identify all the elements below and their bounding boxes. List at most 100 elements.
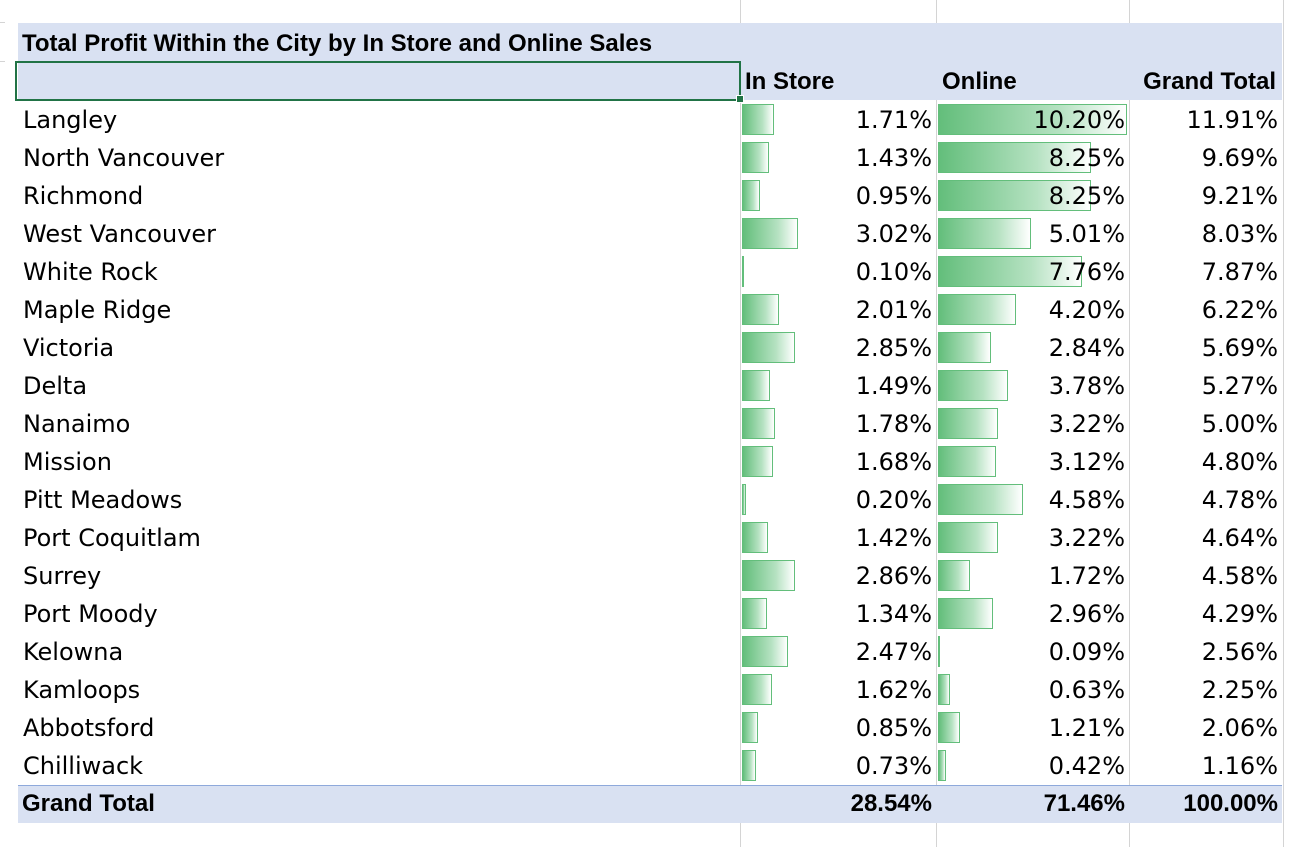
- grand-total-cell[interactable]: 9.21%: [1201, 182, 1278, 210]
- in-store-cell[interactable]: 0.10%: [855, 258, 932, 286]
- grand-total-cell[interactable]: 5.00%: [1201, 410, 1278, 438]
- city-cell[interactable]: North Vancouver: [23, 144, 225, 172]
- table-row: Surrey 2.86% 1.72% 4.58%: [0, 557, 1310, 595]
- online-cell[interactable]: 3.22%: [1048, 524, 1125, 552]
- online-cell[interactable]: 2.96%: [1048, 600, 1125, 628]
- grand-total-cell[interactable]: 9.69%: [1201, 144, 1278, 172]
- grand-total-cell[interactable]: 4.29%: [1201, 600, 1278, 628]
- table-row: Kamloops 1.62% 0.63% 2.25%: [0, 671, 1310, 709]
- in-store-data-bar: [742, 408, 775, 439]
- in-store-cell[interactable]: 1.78%: [855, 410, 932, 438]
- city-cell[interactable]: West Vancouver: [23, 220, 217, 248]
- in-store-cell[interactable]: 2.86%: [855, 562, 932, 590]
- city-cell[interactable]: Surrey: [23, 562, 102, 590]
- grand-total-total[interactable]: 100.00%: [1183, 790, 1278, 817]
- in-store-cell[interactable]: 2.47%: [855, 638, 932, 666]
- fill-handle[interactable]: [736, 95, 744, 103]
- grand-total-cell[interactable]: 7.87%: [1201, 258, 1278, 286]
- in-store-cell[interactable]: 3.02%: [855, 220, 932, 248]
- online-cell[interactable]: 3.22%: [1048, 410, 1125, 438]
- grand-total-cell[interactable]: 4.58%: [1201, 562, 1278, 590]
- city-cell[interactable]: Port Moody: [23, 600, 158, 628]
- in-store-data-bar: [742, 294, 779, 325]
- grand-total-cell[interactable]: 2.56%: [1201, 638, 1278, 666]
- column-header-online[interactable]: Online: [942, 68, 1017, 95]
- grand-total-cell[interactable]: 4.64%: [1201, 524, 1278, 552]
- in-store-cell[interactable]: 1.62%: [855, 676, 932, 704]
- city-cell[interactable]: Nanaimo: [23, 410, 131, 438]
- grand-total-cell[interactable]: 5.69%: [1201, 334, 1278, 362]
- grand-total-in-store[interactable]: 28.54%: [850, 790, 932, 817]
- in-store-cell[interactable]: 1.49%: [855, 372, 932, 400]
- in-store-data-bar: [742, 522, 768, 553]
- online-cell[interactable]: 1.21%: [1048, 714, 1125, 742]
- table-row: Port Moody 1.34% 2.96% 4.29%: [0, 595, 1310, 633]
- online-cell[interactable]: 0.63%: [1048, 676, 1125, 704]
- column-header-in-store[interactable]: In Store: [745, 68, 835, 95]
- online-cell[interactable]: 3.12%: [1048, 448, 1125, 476]
- pivot-title[interactable]: Total Profit Within the City by In Store…: [22, 30, 653, 57]
- in-store-cell[interactable]: 0.20%: [855, 486, 932, 514]
- online-cell[interactable]: 4.20%: [1048, 296, 1125, 324]
- table-row: Nanaimo 1.78% 3.22% 5.00%: [0, 405, 1310, 443]
- city-cell[interactable]: Mission: [23, 448, 112, 476]
- in-store-cell[interactable]: 2.01%: [855, 296, 932, 324]
- city-cell[interactable]: Kamloops: [23, 676, 141, 704]
- in-store-cell[interactable]: 1.34%: [855, 600, 932, 628]
- in-store-cell[interactable]: 0.85%: [855, 714, 932, 742]
- in-store-data-bar: [742, 446, 773, 477]
- selected-cell[interactable]: [15, 61, 741, 101]
- grand-total-cell[interactable]: 11.91%: [1186, 106, 1278, 134]
- online-cell[interactable]: 4.58%: [1048, 486, 1125, 514]
- city-cell[interactable]: Maple Ridge: [23, 296, 172, 324]
- city-cell[interactable]: Victoria: [23, 334, 115, 362]
- grand-total-cell[interactable]: 8.03%: [1201, 220, 1278, 248]
- online-cell[interactable]: 8.25%: [1048, 182, 1125, 210]
- city-cell[interactable]: Delta: [23, 372, 88, 400]
- city-cell[interactable]: White Rock: [23, 258, 158, 286]
- online-data-bar: [938, 332, 991, 363]
- table-row: Victoria 2.85% 2.84% 5.69%: [0, 329, 1310, 367]
- in-store-data-bar: [742, 332, 795, 363]
- in-store-data-bar: [742, 674, 772, 705]
- in-store-data-bar: [742, 484, 746, 515]
- online-cell[interactable]: 0.09%: [1048, 638, 1125, 666]
- online-data-bar: [938, 446, 996, 477]
- in-store-cell[interactable]: 1.42%: [855, 524, 932, 552]
- grand-total-label[interactable]: Grand Total: [22, 790, 155, 817]
- in-store-cell[interactable]: 1.71%: [855, 106, 932, 134]
- city-cell[interactable]: Langley: [23, 106, 118, 134]
- city-cell[interactable]: Pitt Meadows: [23, 486, 183, 514]
- online-cell[interactable]: 0.42%: [1048, 752, 1125, 780]
- grand-total-cell[interactable]: 2.25%: [1201, 676, 1278, 704]
- city-cell[interactable]: Abbotsford: [23, 714, 155, 742]
- in-store-cell[interactable]: 0.95%: [855, 182, 932, 210]
- in-store-cell[interactable]: 1.68%: [855, 448, 932, 476]
- grand-total-cell[interactable]: 2.06%: [1201, 714, 1278, 742]
- grand-total-cell[interactable]: 1.16%: [1201, 752, 1278, 780]
- table-row: White Rock 0.10% 7.76% 7.87%: [0, 253, 1310, 291]
- column-header-grand-total[interactable]: Grand Total: [1143, 68, 1276, 95]
- grand-total-cell[interactable]: 5.27%: [1201, 372, 1278, 400]
- grand-total-online[interactable]: 71.46%: [1043, 790, 1125, 817]
- grand-total-cell[interactable]: 6.22%: [1201, 296, 1278, 324]
- city-cell[interactable]: Richmond: [23, 182, 144, 210]
- in-store-cell[interactable]: 2.85%: [855, 334, 932, 362]
- online-cell[interactable]: 7.76%: [1048, 258, 1125, 286]
- table-row: West Vancouver 3.02% 5.01% 8.03%: [0, 215, 1310, 253]
- city-cell[interactable]: Port Coquitlam: [23, 524, 201, 552]
- online-data-bar: [938, 674, 950, 705]
- online-cell[interactable]: 5.01%: [1048, 220, 1125, 248]
- online-cell[interactable]: 1.72%: [1048, 562, 1125, 590]
- in-store-cell[interactable]: 0.73%: [855, 752, 932, 780]
- online-cell[interactable]: 10.20%: [1033, 106, 1125, 134]
- city-cell[interactable]: Kelowna: [23, 638, 124, 666]
- grand-total-cell[interactable]: 4.80%: [1201, 448, 1278, 476]
- in-store-cell[interactable]: 1.43%: [855, 144, 932, 172]
- grand-total-cell[interactable]: 4.78%: [1201, 486, 1278, 514]
- online-cell[interactable]: 2.84%: [1048, 334, 1125, 362]
- online-cell[interactable]: 3.78%: [1048, 372, 1125, 400]
- city-cell[interactable]: Chilliwack: [23, 752, 144, 780]
- table-row: Maple Ridge 2.01% 4.20% 6.22%: [0, 291, 1310, 329]
- online-cell[interactable]: 8.25%: [1048, 144, 1125, 172]
